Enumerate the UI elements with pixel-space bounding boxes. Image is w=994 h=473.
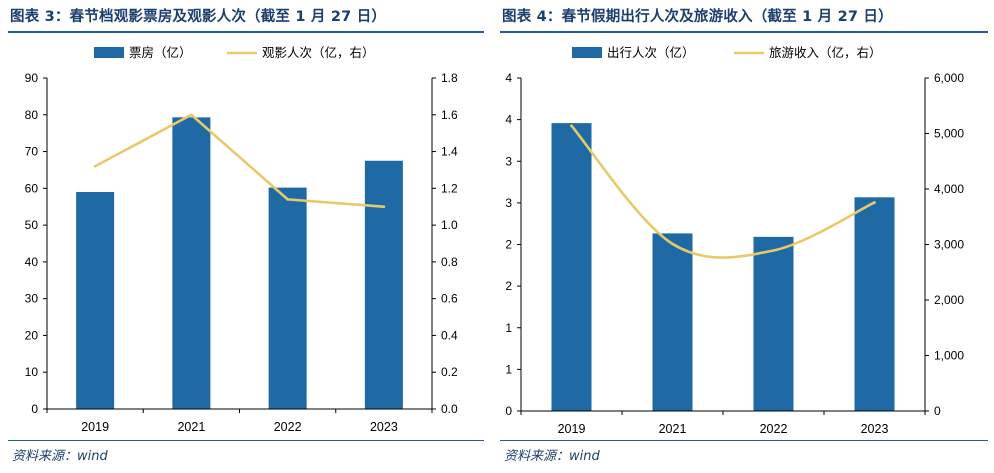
y-left-tick-label: 0 bbox=[31, 402, 38, 416]
y-right-tick-label: 1.2 bbox=[441, 181, 458, 195]
y-right-tick-label: 0.4 bbox=[441, 328, 458, 342]
source-note: 资料来源：wind bbox=[504, 449, 600, 464]
y-left-tick-label: 1 bbox=[505, 321, 512, 335]
y-right-tick-label: 5,000 bbox=[934, 127, 964, 141]
bar-2023 bbox=[854, 197, 895, 411]
y-right-tick-label: 0.2 bbox=[441, 365, 458, 379]
chart-panel-box-office: 图表 3：春节档观影票房及观影人次（截至 1 月 27 日） 0 10 20 30 40… bbox=[0, 0, 486, 473]
y-right-tick-label: 0.8 bbox=[441, 255, 458, 269]
line-series-旅游收入（亿，右） bbox=[570, 124, 876, 259]
legend-swatch-bar bbox=[94, 47, 124, 58]
legend-label-bar: 出行人次（亿） bbox=[607, 45, 695, 60]
y-right-tick-label: 1.4 bbox=[441, 145, 458, 159]
y-left-tick-label: 50 bbox=[25, 218, 39, 232]
line-point-2021 bbox=[671, 242, 674, 246]
bar-2021 bbox=[172, 117, 211, 409]
y-right-tick-label: 0 bbox=[934, 404, 941, 418]
y-right-tick-label: 1,000 bbox=[934, 349, 964, 363]
legend-label-line: 观影人次（亿，右） bbox=[262, 45, 375, 60]
y-left-tick-label: 70 bbox=[25, 145, 39, 159]
line-point-2022 bbox=[286, 198, 289, 201]
line-point-2019 bbox=[570, 124, 573, 128]
bar-2019 bbox=[76, 192, 115, 409]
y-right-tick-label: 0.0 bbox=[441, 402, 458, 416]
x-tick-label-2019: 2019 bbox=[81, 420, 109, 434]
bar-2023 bbox=[364, 160, 403, 409]
y-left-tick-label: 60 bbox=[25, 181, 39, 195]
y-left-tick-label: 4 bbox=[505, 113, 512, 127]
y-left-tick-label: 2 bbox=[505, 279, 512, 293]
x-tick-label-2022: 2022 bbox=[760, 422, 788, 436]
line-point-2023 bbox=[873, 201, 876, 204]
x-tick-label-2019: 2019 bbox=[558, 422, 586, 436]
y-right-tick-label: 1.6 bbox=[441, 108, 458, 122]
legend-label-bar: 票房（亿） bbox=[129, 45, 192, 60]
y-right-tick-label: 0.6 bbox=[441, 292, 458, 306]
y-left-tick-label: 0 bbox=[505, 404, 512, 418]
line-point-2019 bbox=[93, 164, 97, 168]
title-divider bbox=[500, 31, 988, 33]
y-left-tick-label: 2 bbox=[505, 238, 512, 252]
y-left-tick-label: 90 bbox=[25, 71, 39, 85]
line-series-观影人次（亿，右） bbox=[93, 113, 386, 209]
bar-2022 bbox=[268, 187, 307, 409]
y-right-tick-label: 3,000 bbox=[934, 238, 964, 252]
source-note: 资料来源：wind bbox=[12, 449, 108, 464]
chart-panel-travel: 图表 4：春节假期出行人次及旅游收入（截至 1 月 27 日） 0 1 1 2 2 3 3 4… bbox=[492, 0, 994, 473]
line-point-2021 bbox=[190, 113, 193, 117]
y-left-tick-label: 4 bbox=[505, 71, 512, 85]
y-left-tick-label: 3 bbox=[505, 154, 512, 168]
y-right-tick-label: 6,000 bbox=[934, 71, 964, 85]
y-right-tick-label: 1.0 bbox=[441, 218, 458, 232]
x-tick-label-2022: 2022 bbox=[274, 420, 302, 434]
y-left-tick-label: 10 bbox=[25, 365, 39, 379]
title-divider bbox=[8, 31, 484, 33]
chart-title: 图表 3：春节档观影票房及观影人次（截至 1 月 27 日） bbox=[10, 9, 387, 25]
legend-label-line: 旅游收入（亿，右） bbox=[769, 45, 882, 60]
legend-swatch-bar bbox=[572, 47, 602, 58]
y-left-tick-label: 80 bbox=[25, 108, 39, 122]
y-left-tick-label: 30 bbox=[25, 292, 39, 306]
source-divider bbox=[500, 440, 988, 441]
line-point-2023 bbox=[382, 205, 386, 209]
source-divider bbox=[8, 440, 484, 441]
y-right-tick-label: 1.8 bbox=[441, 71, 458, 85]
x-tick-label-2021: 2021 bbox=[659, 422, 687, 436]
y-left-tick-label: 20 bbox=[25, 328, 39, 342]
x-tick-label-2021: 2021 bbox=[177, 420, 205, 434]
chart-title: 图表 4：春节假期出行人次及旅游收入（截至 1 月 27 日） bbox=[502, 9, 893, 25]
travel-chart: 0 1 1 2 2 3 3 4 4 0 1,000 2,000 3,000 4,000 5,000 6,000… bbox=[505, 45, 964, 436]
line-point-2022 bbox=[772, 249, 775, 252]
box-office-chart: 0 10 20 30 40 50 60 70 80 90 0.0 0.2 0.4 0.6 0.8 1.0 1.2… bbox=[25, 45, 458, 434]
x-tick-label-2023: 2023 bbox=[861, 422, 889, 436]
bar-2022 bbox=[753, 236, 794, 411]
y-left-tick-label: 3 bbox=[505, 196, 512, 210]
y-left-tick-label: 40 bbox=[25, 255, 39, 269]
bar-2019 bbox=[551, 123, 592, 411]
y-left-tick-label: 1 bbox=[505, 362, 512, 376]
bar-2021 bbox=[652, 233, 693, 411]
y-right-tick-label: 2,000 bbox=[934, 293, 964, 307]
y-right-tick-label: 4,000 bbox=[934, 182, 964, 196]
x-tick-label-2023: 2023 bbox=[370, 420, 398, 434]
